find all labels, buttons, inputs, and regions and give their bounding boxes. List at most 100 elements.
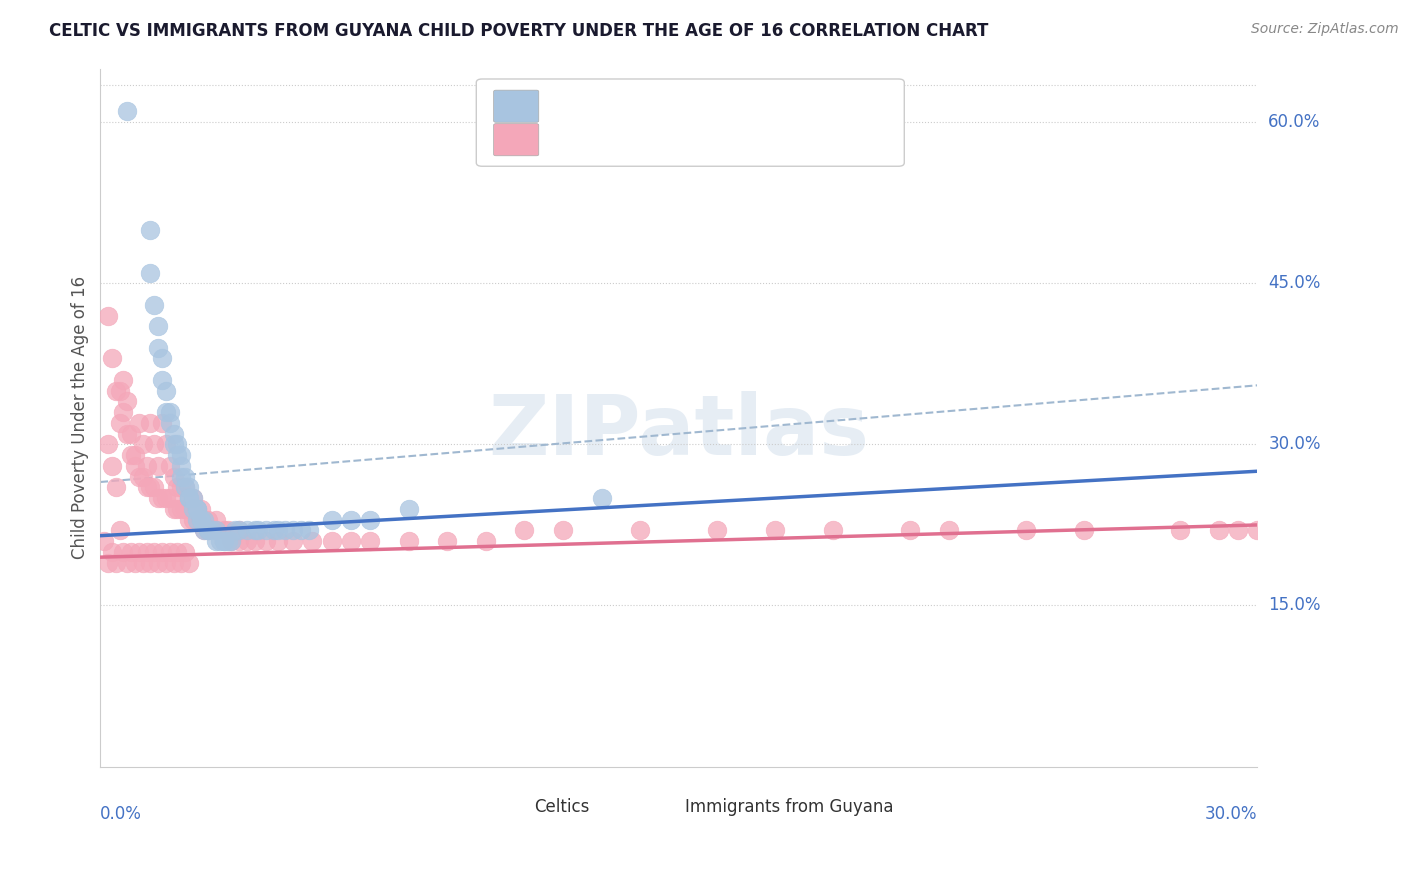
Point	[551, 524, 574, 538]
Point	[139, 222, 162, 236]
Point	[236, 524, 259, 538]
Point	[135, 458, 157, 473]
Point	[221, 534, 243, 549]
Point	[135, 480, 157, 494]
Point	[301, 534, 323, 549]
Point	[162, 556, 184, 570]
Point	[155, 384, 177, 398]
Point	[193, 512, 215, 526]
Point	[132, 469, 155, 483]
Point	[177, 491, 200, 505]
Point	[190, 512, 212, 526]
Point	[398, 501, 420, 516]
Point	[205, 524, 228, 538]
Point	[97, 556, 120, 570]
Text: Source: ZipAtlas.com: Source: ZipAtlas.com	[1251, 22, 1399, 37]
Point	[101, 545, 124, 559]
Point	[267, 534, 290, 549]
FancyBboxPatch shape	[494, 90, 538, 122]
Point	[159, 416, 181, 430]
Text: 30.0%: 30.0%	[1268, 435, 1320, 453]
Point	[117, 556, 139, 570]
Point	[139, 480, 162, 494]
Point	[398, 534, 420, 549]
Text: ZIPatlas: ZIPatlas	[488, 391, 869, 472]
Point	[263, 524, 285, 538]
Point	[763, 524, 786, 538]
FancyBboxPatch shape	[477, 79, 904, 166]
Point	[186, 501, 208, 516]
Point	[162, 426, 184, 441]
Text: Celtics: Celtics	[534, 798, 589, 816]
Point	[193, 524, 215, 538]
Point	[212, 534, 235, 549]
Point	[181, 491, 204, 505]
Point	[150, 416, 173, 430]
Point	[170, 458, 193, 473]
Text: N =: N =	[679, 131, 718, 149]
Point	[132, 437, 155, 451]
Point	[155, 437, 177, 451]
Point	[162, 437, 184, 451]
Point	[247, 524, 270, 538]
Point	[166, 501, 188, 516]
Point	[1015, 524, 1038, 538]
Point	[101, 351, 124, 366]
Point	[591, 491, 613, 505]
Point	[112, 545, 135, 559]
Point	[221, 534, 243, 549]
Point	[628, 524, 651, 538]
Point	[128, 469, 150, 483]
Point	[174, 480, 197, 494]
Point	[177, 491, 200, 505]
Point	[205, 524, 228, 538]
Point	[197, 524, 219, 538]
Text: 109: 109	[725, 131, 762, 149]
Point	[475, 534, 498, 549]
Point	[120, 426, 142, 441]
Point	[321, 512, 343, 526]
FancyBboxPatch shape	[641, 795, 679, 819]
Point	[93, 534, 115, 549]
Point	[112, 373, 135, 387]
Text: 0.076: 0.076	[589, 97, 647, 115]
Point	[159, 491, 181, 505]
Point	[148, 341, 170, 355]
Point	[132, 556, 155, 570]
Point	[174, 501, 197, 516]
Point	[340, 534, 363, 549]
Y-axis label: Child Poverty Under the Age of 16: Child Poverty Under the Age of 16	[72, 276, 89, 559]
Point	[297, 524, 319, 538]
Point	[124, 556, 146, 570]
Point	[290, 524, 312, 538]
Point	[139, 266, 162, 280]
Point	[174, 469, 197, 483]
Point	[513, 524, 536, 538]
Point	[170, 556, 193, 570]
Point	[217, 524, 239, 538]
Text: 15.0%: 15.0%	[1268, 597, 1320, 615]
Point	[190, 512, 212, 526]
Point	[155, 556, 177, 570]
Point	[108, 416, 131, 430]
Point	[181, 491, 204, 505]
Point	[124, 448, 146, 462]
Point	[150, 373, 173, 387]
Point	[436, 534, 458, 549]
Text: 30.0%: 30.0%	[1205, 805, 1257, 823]
Point	[186, 501, 208, 516]
Text: 60.0%: 60.0%	[1268, 113, 1320, 131]
Point	[706, 524, 728, 538]
Point	[148, 458, 170, 473]
Point	[170, 448, 193, 462]
Point	[177, 556, 200, 570]
Point	[128, 416, 150, 430]
Point	[274, 524, 297, 538]
Point	[190, 501, 212, 516]
Point	[228, 534, 250, 549]
Point	[155, 405, 177, 419]
Point	[150, 545, 173, 559]
Text: 0.029: 0.029	[589, 131, 647, 149]
Point	[150, 491, 173, 505]
Point	[197, 524, 219, 538]
